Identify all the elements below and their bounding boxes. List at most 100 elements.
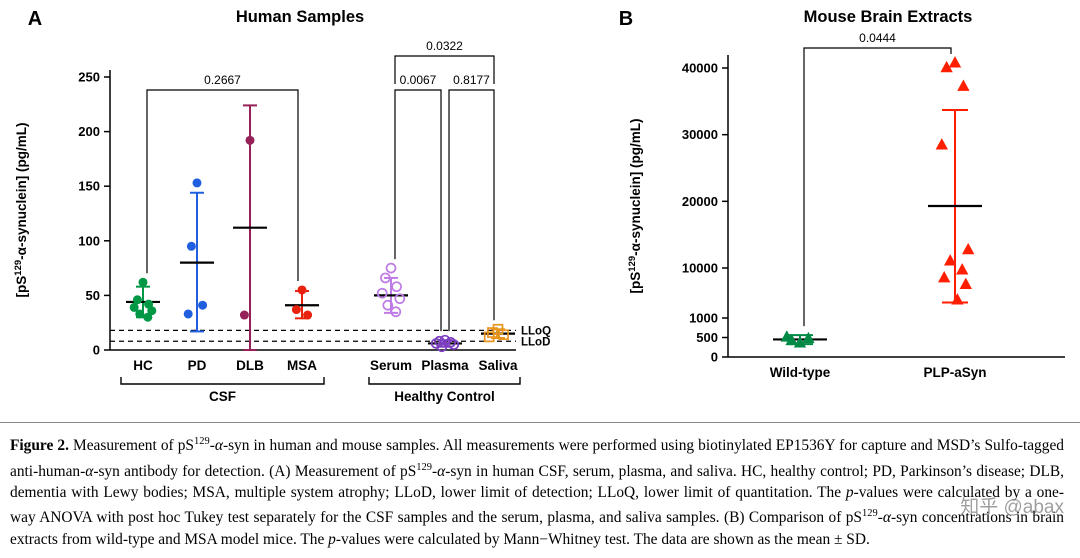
y-tick-label: 150 <box>78 179 100 194</box>
caption-text: p <box>845 484 854 502</box>
data-point <box>303 310 313 320</box>
x-category-label: Wild-type <box>770 365 831 380</box>
reference-line-label: LLoD <box>521 336 550 348</box>
data-point <box>245 135 255 145</box>
data-point <box>956 263 969 275</box>
caption-text: -values were calculated by a one-way ANO… <box>10 484 1064 527</box>
caption-text: Measurement of pS <box>68 437 194 455</box>
reference-line-label: LLoQ <box>521 325 551 337</box>
x-category-label: DLB <box>236 358 264 373</box>
p-value-bracket <box>146 89 299 281</box>
p-value-bracket <box>448 89 495 332</box>
x-category-label: PLP-aSyn <box>923 365 986 380</box>
data-point <box>143 312 153 322</box>
data-point <box>380 272 391 284</box>
figure-caption: Figure 2. Measurement of pS129-α-syn in … <box>0 422 1080 550</box>
data-point <box>430 338 442 349</box>
panel-a-chart: A Human Samples 0 50 100 150 200 250 [pS129-α-sy… <box>13 8 551 404</box>
data-point <box>938 270 951 283</box>
axis-group-bracket <box>120 377 325 385</box>
caption-figure-label: Figure 2. <box>10 437 69 455</box>
data-point <box>498 329 509 341</box>
data-point <box>959 277 972 289</box>
data-point <box>135 309 145 319</box>
data-point <box>944 254 957 266</box>
data-point <box>935 138 948 150</box>
data-point <box>132 295 142 305</box>
data-point <box>382 299 394 311</box>
y-tick-label: 10000 <box>682 261 718 276</box>
data-point <box>391 281 402 293</box>
axis-group-label: Healthy Control <box>394 389 495 404</box>
caption-text: -syn in human and mouse samples. All mea… <box>10 437 1064 480</box>
p-value-bracket <box>803 47 952 327</box>
caption-text: α <box>882 509 891 527</box>
caption-text: 129 <box>416 461 432 473</box>
caption-text: -values were calculated by Mann−Whitney … <box>335 531 870 548</box>
data-point <box>439 334 451 346</box>
y-tick-label: 100 <box>78 233 100 248</box>
data-point <box>962 242 975 255</box>
chart-title: Human Samples <box>236 8 364 26</box>
p-value-bracket <box>394 55 495 84</box>
caption-text: -syn antibody for detection. (A) Measure… <box>93 462 417 480</box>
caption-text: α <box>85 462 94 480</box>
data-point <box>780 330 793 342</box>
caption-text: - <box>209 437 215 455</box>
panel-b-chart: B Mouse Brain Extracts 0 500 1000 10000 20000 3… <box>619 8 1065 380</box>
caption-text: α <box>214 437 223 455</box>
data-point <box>948 56 962 68</box>
p-value-label: 0.2667 <box>204 73 241 87</box>
panel-label: A <box>28 8 42 30</box>
y-axis-title: [pS129-α-synuclein] (pg/mL) <box>13 123 29 298</box>
caption-text: -syn in human CSF, serum, plasma, and sa… <box>10 462 1064 502</box>
axis-group-bracket <box>368 377 521 385</box>
data-point <box>183 309 193 319</box>
data-point <box>239 310 249 320</box>
data-point <box>385 262 397 274</box>
caption-text: - <box>432 462 438 480</box>
data-point <box>192 178 202 188</box>
y-tick-label: 50 <box>86 288 100 303</box>
caption-text: -syn concentrations in brain extracts fr… <box>10 509 1064 548</box>
y-tick-label: 250 <box>78 70 100 85</box>
caption-text: - <box>877 509 883 527</box>
caption-text: 129 <box>862 508 878 520</box>
p-value-label: 0.0067 <box>400 73 437 87</box>
p-value-bracket <box>394 89 442 332</box>
chart-title: Mouse Brain Extracts <box>804 8 973 26</box>
y-tick-label: 1000 <box>689 311 718 326</box>
x-category-label: Serum <box>370 358 412 373</box>
data-point <box>436 341 448 353</box>
y-tick-label: 0 <box>711 350 718 365</box>
caption-text: p <box>328 531 336 548</box>
data-point <box>297 285 307 295</box>
x-category-label: HC <box>133 358 153 373</box>
data-point <box>198 300 208 310</box>
data-point <box>951 293 964 305</box>
caption-text: 129 <box>194 436 210 447</box>
data-point <box>376 287 388 299</box>
data-point <box>448 339 460 350</box>
data-point <box>291 305 301 315</box>
data-point <box>492 323 504 335</box>
data-point <box>138 277 148 287</box>
p-value-label: 0.8177 <box>453 73 490 87</box>
y-tick-label: 0 <box>93 343 100 358</box>
data-point <box>940 60 953 73</box>
axis-group-label: CSF <box>209 389 236 404</box>
y-tick-label: 500 <box>696 330 718 345</box>
data-point <box>483 331 495 343</box>
data-point <box>394 293 406 305</box>
data-point <box>129 302 139 312</box>
data-point <box>147 306 157 316</box>
x-category-label: Saliva <box>478 358 518 373</box>
y-tick-label: 20000 <box>682 194 718 209</box>
panel-label: B <box>619 8 633 30</box>
x-category-label: Plasma <box>421 358 469 373</box>
x-category-label: PD <box>188 358 207 373</box>
y-tick-label: 40000 <box>682 61 718 76</box>
x-category-label: MSA <box>287 358 317 373</box>
y-tick-label: 200 <box>78 124 100 139</box>
